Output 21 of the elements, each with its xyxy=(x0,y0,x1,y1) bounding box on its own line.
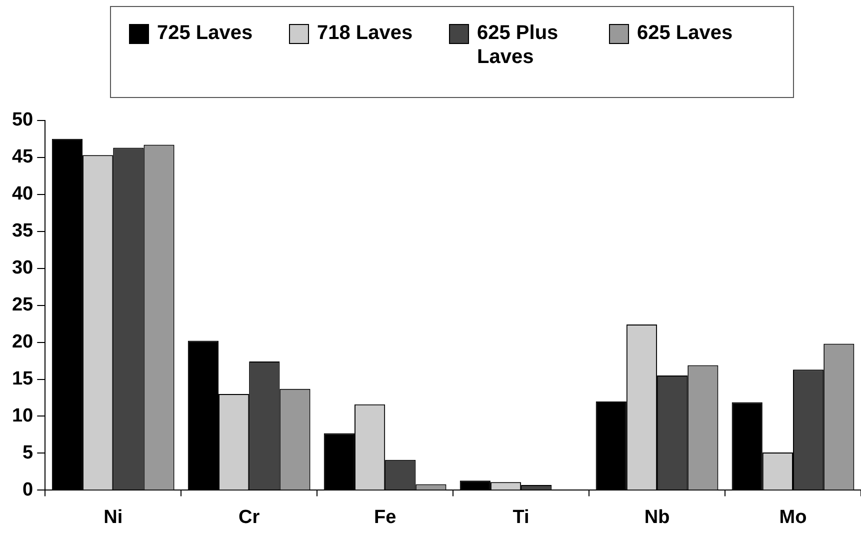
x-tick-label: Cr xyxy=(238,506,260,528)
y-tick-label: 15 xyxy=(12,368,34,390)
y-tick-label: 5 xyxy=(22,442,34,464)
legend-label: 718 Laves xyxy=(317,21,414,45)
x-tick-label: Ti xyxy=(512,506,530,528)
y-tick-label: 45 xyxy=(12,146,34,168)
y-tick-label: 30 xyxy=(12,258,34,279)
y-tick-label: 20 xyxy=(12,332,34,353)
y-tick-label: 35 xyxy=(12,220,34,242)
y-tick-label: 10 xyxy=(12,405,34,426)
y-tick-label: 50 xyxy=(12,110,34,131)
x-tick-label: Mo xyxy=(779,506,807,528)
x-tick-label: Ni xyxy=(104,506,123,528)
y-tick-label: 40 xyxy=(12,184,34,205)
legend-label: 625 Laves xyxy=(637,21,734,45)
y-tick-label: 25 xyxy=(12,294,34,316)
legend-label: 725 Laves xyxy=(157,21,254,45)
y-tick-label: 0 xyxy=(22,479,34,500)
x-tick-label: Nb xyxy=(644,506,670,528)
x-tick-label: Fe xyxy=(374,506,396,528)
legend-label: 625 Plus Laves xyxy=(477,21,560,69)
